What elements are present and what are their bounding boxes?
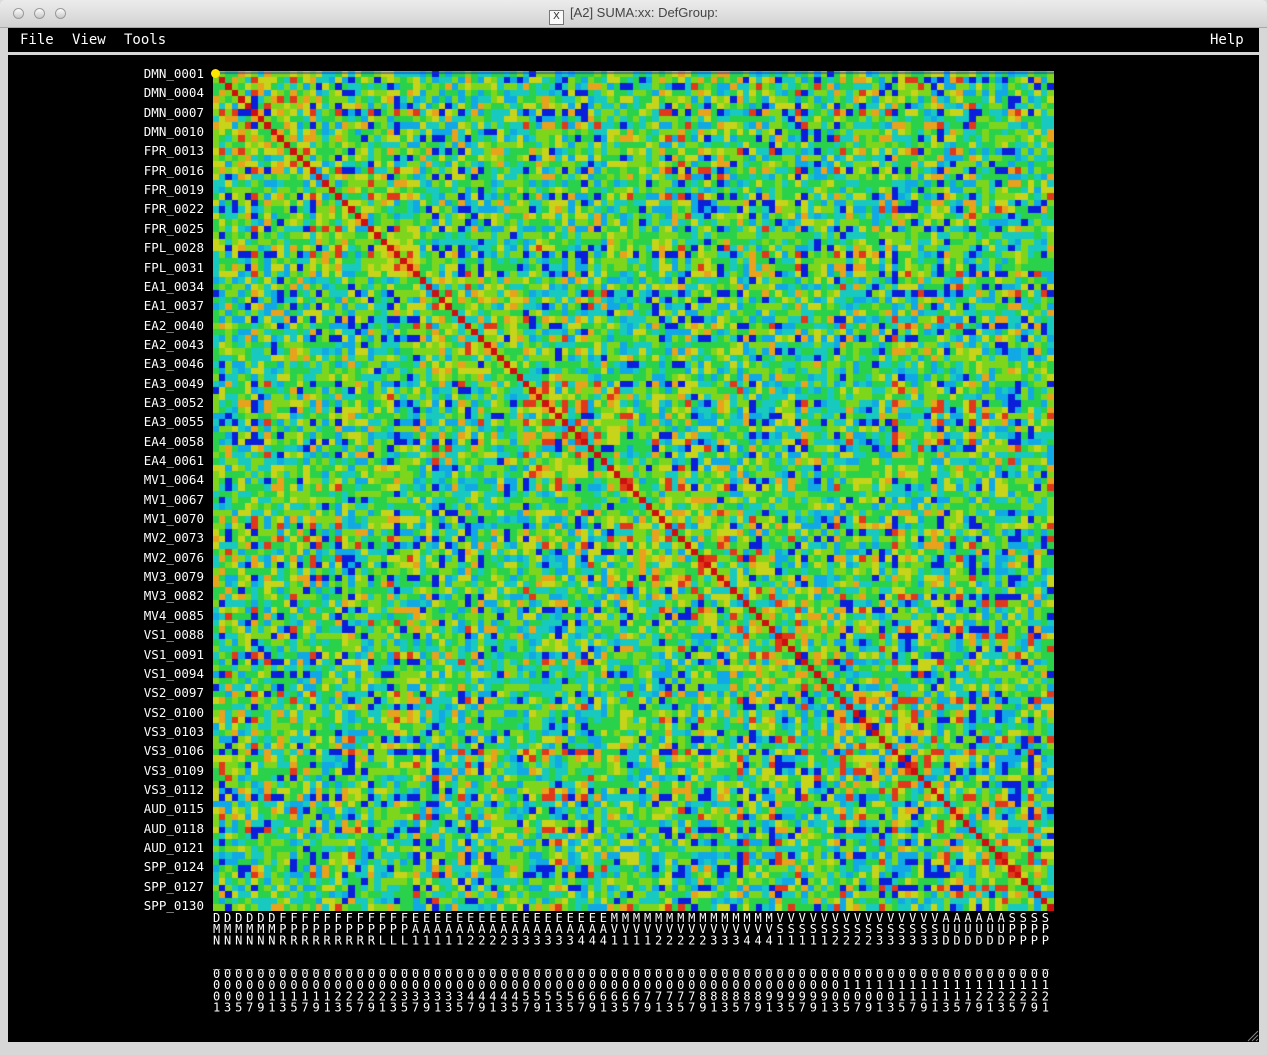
row-label: SPP_0127 <box>143 878 204 894</box>
row-label: FPL_0031 <box>143 259 204 275</box>
row-label: EA4_0061 <box>143 453 204 468</box>
row-label: AUD_0118 <box>143 820 204 836</box>
row-label: MV1_0067 <box>143 491 204 507</box>
zoom-window-icon[interactable] <box>55 8 66 19</box>
row-label: FPR_0019 <box>143 182 204 198</box>
row-label: EA1_0037 <box>143 298 204 314</box>
row-label: VS2_0100 <box>143 704 204 720</box>
row-label: VS2_0097 <box>143 685 204 701</box>
window-title-wrap: X [A2] SUMA:xx: DefGroup: <box>0 5 1267 25</box>
row-label: FPR_0022 <box>143 201 204 217</box>
column-label-line: NNNNNNRRRRRRRRRLLL1111122223333334441111… <box>213 933 1049 947</box>
correlation-matrix[interactable] <box>213 71 1054 911</box>
column-label-line: 1357913579135791357913579135791357913579… <box>213 1001 1049 1012</box>
row-label: VS3_0106 <box>143 743 204 759</box>
row-label: MV1_0064 <box>143 472 204 488</box>
row-label: DMN_0004 <box>143 85 204 101</box>
row-label: EA3_0052 <box>143 394 204 410</box>
row-label: EA3_0049 <box>143 375 204 391</box>
row-label: AUD_0121 <box>143 840 204 855</box>
menu-tools[interactable]: Tools <box>124 32 167 48</box>
row-label: FPL_0028 <box>143 240 204 256</box>
column-labels: DDDDDDFFFFFFFFFFFFEEEEEEEEEEEEEEEEEEMMMM… <box>213 912 1050 1012</box>
row-label: EA2_0040 <box>143 317 204 333</box>
row-label: VS3_0112 <box>143 781 204 797</box>
row-label: VS3_0109 <box>143 762 204 778</box>
row-label: DMN_0007 <box>143 104 204 120</box>
row-label: AUD_0115 <box>143 801 204 817</box>
row-label: MV3_0082 <box>143 588 204 604</box>
row-label: VS1_0088 <box>143 627 204 643</box>
row-label: EA4_0058 <box>143 433 204 449</box>
row-label: FPR_0025 <box>143 220 204 236</box>
row-label: MV2_0073 <box>143 530 204 546</box>
row-label: EA3_0046 <box>143 356 204 372</box>
row-label: VS3_0103 <box>143 723 204 739</box>
row-label: EA1_0034 <box>143 278 204 294</box>
menu-file[interactable]: File <box>20 32 54 48</box>
resize-grip-icon[interactable] <box>1245 1028 1259 1042</box>
row-label: DMN_0001 <box>143 66 204 81</box>
matrix-viewer[interactable]: DMN_0001 DMN_0004 DMN_0007 DMN_0010 FPR_0013… <box>8 55 1259 1042</box>
row-label: FPR_0016 <box>143 162 204 178</box>
window-title: [A2] SUMA:xx: DefGroup: <box>569 5 719 20</box>
row-label: EA2_0043 <box>143 336 204 352</box>
x11-icon: X <box>548 10 564 25</box>
row-label: SPP_0124 <box>143 859 204 875</box>
menu-view[interactable]: View <box>72 32 106 48</box>
row-label: MV3_0079 <box>143 569 204 585</box>
menu-bar: File View Tools Help <box>8 28 1259 52</box>
row-label: VS1_0094 <box>143 665 204 681</box>
row-label: MV4_0085 <box>143 607 204 623</box>
selection-marker-icon[interactable] <box>211 69 220 78</box>
row-label: EA3_0055 <box>143 414 204 430</box>
close-window-icon[interactable] <box>13 8 24 19</box>
minimize-window-icon[interactable] <box>34 8 45 19</box>
menu-help[interactable]: Help <box>1210 32 1244 48</box>
row-label: DMN_0010 <box>143 124 204 140</box>
row-label: FPR_0013 <box>143 143 204 159</box>
row-label: VS1_0091 <box>143 646 204 662</box>
row-label: MV1_0070 <box>143 511 204 527</box>
row-label: MV2_0076 <box>143 549 204 565</box>
title-bar: X [A2] SUMA:xx: DefGroup: <box>0 0 1267 28</box>
row-label: SPP_0130 <box>143 898 204 914</box>
